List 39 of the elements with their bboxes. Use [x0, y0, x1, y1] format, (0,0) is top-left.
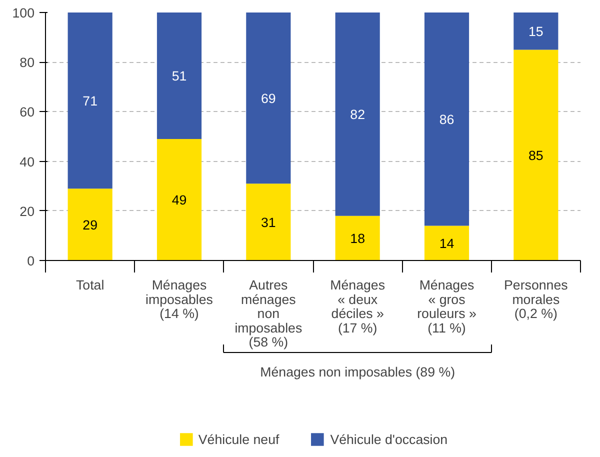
data-label: 14 [439, 236, 455, 252]
data-label: 31 [261, 215, 276, 230]
legend-label: Véhicule d'occasion [330, 432, 448, 447]
bar [335, 12, 380, 216]
data-label: 69 [261, 91, 276, 106]
data-label: 85 [528, 148, 544, 164]
data-label: 71 [82, 94, 98, 109]
x-tick-label: Ménages imposables (14 %) [146, 278, 214, 321]
data-label: 82 [350, 107, 365, 122]
bar [156, 138, 202, 260]
bar [156, 12, 202, 139]
text: Ménages non imposables (89 %) [260, 364, 456, 380]
bar [68, 12, 112, 189]
data-label: 86 [439, 112, 454, 128]
bar [514, 50, 558, 260]
bar [424, 226, 470, 260]
x-tick-label: Ménages « deux déciles » (17 %) [330, 278, 386, 336]
y-tick-label: 0 [27, 254, 35, 268]
legend-label: Véhicule neuf [198, 432, 280, 447]
bar [514, 12, 558, 50]
bar [424, 12, 470, 226]
data-label: 49 [172, 192, 187, 208]
x-tick-label: Personnes morales (0,2 %) [504, 278, 568, 321]
y-tick-label: 40 [20, 154, 35, 170]
x-tick-label: Ménages « gros rouleurs » (11 %) [417, 278, 476, 336]
data-label: 51 [172, 68, 187, 84]
y-tick-label: 100 [12, 6, 35, 20]
y-tick-label: 20 [20, 204, 35, 219]
data-label: 18 [350, 231, 365, 246]
bar [246, 184, 291, 260]
x-tick-label: Autres ménages non imposables (58 %) [234, 278, 302, 350]
y-tick-label: 60 [20, 104, 35, 120]
bar [68, 188, 112, 260]
y-tick-label: 80 [20, 55, 35, 70]
x-tick-label: Total [76, 278, 104, 292]
bar [246, 12, 291, 184]
bar [335, 216, 380, 260]
data-label: 29 [82, 218, 98, 233]
data-label: 15 [528, 24, 544, 40]
